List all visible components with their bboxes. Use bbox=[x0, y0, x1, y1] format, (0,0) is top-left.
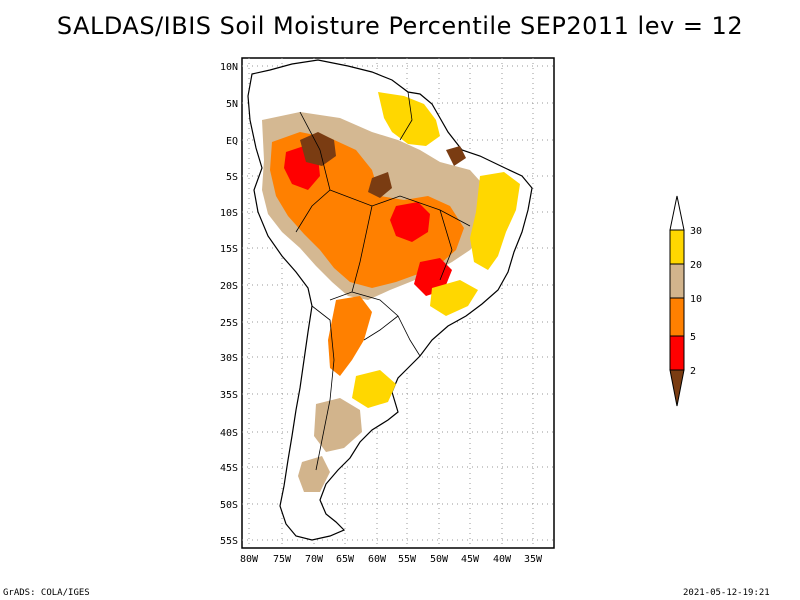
lon-label: 45W bbox=[461, 554, 480, 565]
lat-label: 5N bbox=[226, 99, 238, 110]
lon-label: 40W bbox=[493, 554, 512, 565]
lat-label: 35S bbox=[220, 390, 238, 401]
colorbar-bottom-arrow bbox=[669, 369, 685, 407]
lat-label: 30S bbox=[220, 353, 238, 364]
shade-brown-center bbox=[368, 172, 392, 198]
colorbar-label: 30 bbox=[690, 226, 702, 237]
colorbar-bin bbox=[669, 263, 685, 299]
lat-label: 45S bbox=[220, 463, 238, 474]
lat-label: 55S bbox=[220, 536, 238, 547]
lat-label: 10N bbox=[220, 62, 238, 73]
country-borders bbox=[295, 91, 471, 471]
colorbar-bin bbox=[669, 335, 685, 371]
lon-label: 80W bbox=[240, 554, 259, 565]
lat-label: EQ bbox=[226, 136, 238, 147]
latitude-labels: 10N 5N EQ 5S 10S 15S 20S 25S 30S 35S 40S… bbox=[220, 62, 238, 547]
lon-label: 75W bbox=[273, 554, 292, 565]
shade-brown-amazon bbox=[300, 132, 336, 166]
lat-label: 5S bbox=[226, 172, 238, 183]
lon-label: 50W bbox=[430, 554, 449, 565]
lat-label: 50S bbox=[220, 500, 238, 511]
lat-label: 10S bbox=[220, 208, 238, 219]
shade-brown-ne bbox=[446, 146, 466, 166]
lon-label: 60W bbox=[368, 554, 387, 565]
lon-label: 70W bbox=[305, 554, 324, 565]
shade-yellow-north bbox=[378, 92, 440, 146]
shade-tan-patagonia-south bbox=[298, 456, 330, 492]
colorbar-top-arrow bbox=[669, 195, 685, 231]
colorbar-label: 2 bbox=[690, 366, 696, 377]
map-title: SALDAS/IBIS Soil Moisture Percentile SEP… bbox=[56, 12, 744, 40]
shade-orange-south bbox=[328, 296, 372, 376]
shade-tan-patagonia bbox=[314, 398, 362, 452]
percentile-shading bbox=[262, 92, 520, 492]
colorbar-label: 20 bbox=[690, 260, 702, 271]
shade-yellow-east bbox=[470, 172, 520, 270]
longitude-labels: 80W 75W 70W 65W 60W 55W 50W 45W 40W 35W bbox=[240, 554, 543, 565]
lon-label: 35W bbox=[524, 554, 543, 565]
lon-label: 65W bbox=[336, 554, 355, 565]
lat-label: 20S bbox=[220, 281, 238, 292]
map-frame bbox=[241, 57, 555, 549]
colorbar-bin bbox=[669, 229, 685, 265]
footer-software-credit: GrADS: COLA/IGES bbox=[3, 588, 90, 598]
lat-label: 25S bbox=[220, 318, 238, 329]
lon-label: 55W bbox=[398, 554, 417, 565]
shade-yellow-pampas bbox=[352, 370, 396, 408]
lat-label: 40S bbox=[220, 428, 238, 439]
footer-timestamp: 2021-05-12-19:21 bbox=[683, 588, 770, 598]
colorbar-label: 10 bbox=[690, 294, 702, 305]
shade-yellow-coast bbox=[430, 280, 478, 316]
colorbar-bin bbox=[669, 297, 685, 337]
colorbar-legend: 2 5 10 20 30 bbox=[669, 195, 702, 407]
lat-label: 15S bbox=[220, 244, 238, 255]
shade-red-central bbox=[390, 202, 430, 242]
colorbar-label: 5 bbox=[690, 332, 696, 343]
